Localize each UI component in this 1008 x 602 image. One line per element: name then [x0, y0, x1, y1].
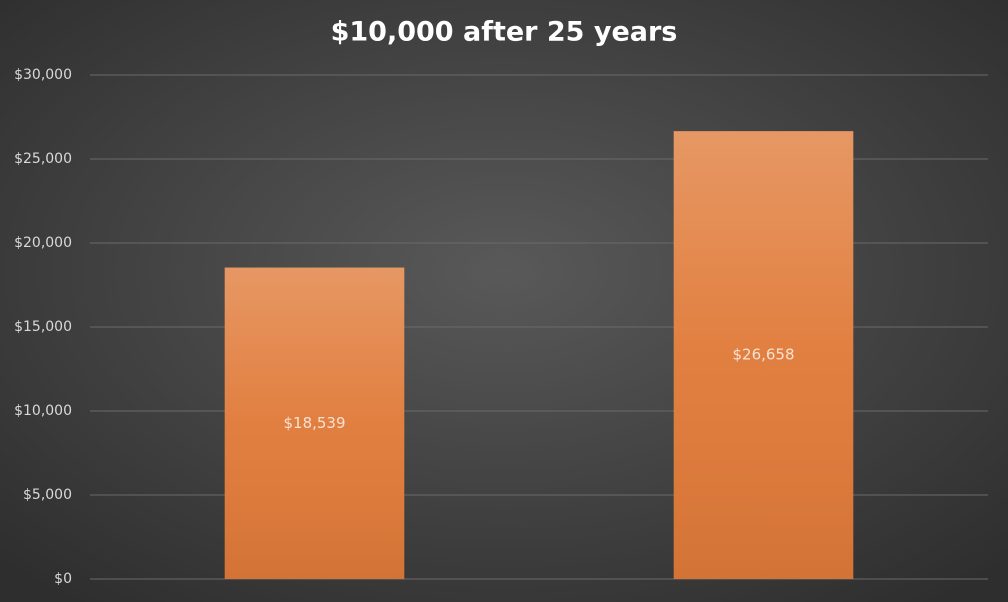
y-tick-label: $0 [54, 571, 72, 587]
chart-title: $10,000 after 25 years [331, 17, 678, 48]
data-label: $18,539 [283, 414, 345, 432]
y-tick-label: $20,000 [14, 235, 72, 251]
y-tick-label: $10,000 [14, 403, 72, 419]
y-tick-label: $30,000 [14, 67, 72, 83]
y-tick-label: $25,000 [14, 151, 72, 167]
data-label: $26,658 [732, 346, 794, 364]
y-tick-label: $5,000 [23, 487, 72, 503]
y-tick-label: $15,000 [14, 319, 72, 335]
